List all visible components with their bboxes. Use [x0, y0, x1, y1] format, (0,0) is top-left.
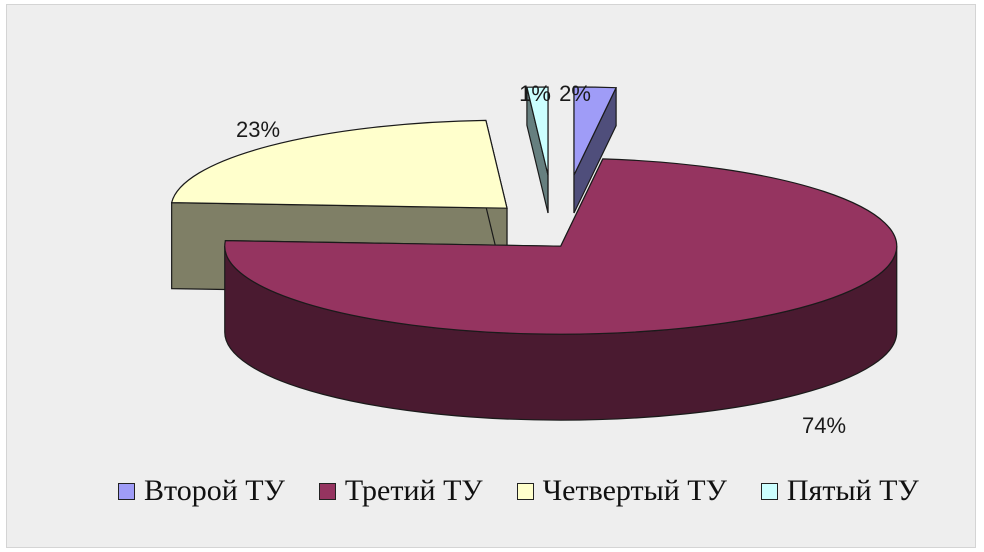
legend-label-tretiy: Третий ТУ: [344, 474, 483, 507]
data-label-chetvertyy: 23%: [236, 117, 280, 142]
legend-swatch-vtoroy: [118, 482, 135, 500]
legend-swatch-chetvertyy: [516, 482, 534, 500]
legend-swatch-pyatyy: [760, 482, 778, 500]
slice-top-tretiy: [224, 158, 898, 335]
legend-swatch-tretiy: [318, 482, 336, 500]
pie-slice-tretiy: [224, 158, 898, 421]
slice-top-chetvertyy: [170, 119, 508, 209]
pie-slices: [170, 86, 898, 421]
legend-label-vtoroy: Второй ТУ: [144, 474, 285, 507]
legend-label-pyatyy: Пятый ТУ: [786, 474, 919, 507]
pie-slice-vtoroy: [573, 86, 618, 214]
legend-item-chetvertyy: Четвертый ТУ: [516, 474, 727, 508]
slice-top-pyatyy: [526, 86, 549, 176]
legend: Второй ТУ Третий ТУ Четвертый ТУ Пятый Т…: [118, 474, 919, 508]
data-label-vtoroy: 2%: [559, 81, 591, 106]
slice-top-vtoroy: [573, 86, 618, 176]
data-label-tretiy: 74%: [802, 413, 846, 438]
legend-label-chetvertyy: Четвертый ТУ: [542, 474, 727, 507]
legend-item-vtoroy: Второй ТУ: [118, 474, 285, 508]
data-label-pyatyy: 1%: [519, 81, 551, 106]
data-labels: 2% 74% 23% 1%: [236, 81, 846, 438]
legend-item-tretiy: Третий ТУ: [318, 474, 483, 508]
legend-item-pyatyy: Пятый ТУ: [760, 474, 919, 508]
pie-slice-pyatyy: [526, 86, 549, 214]
